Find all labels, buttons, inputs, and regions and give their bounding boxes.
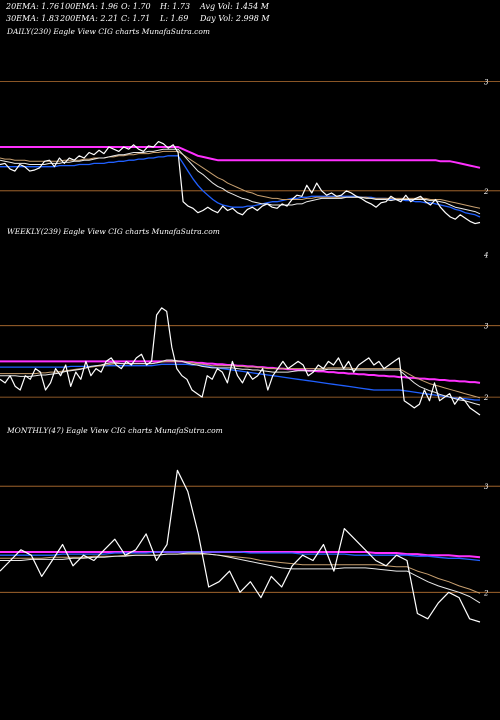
ema30-readout: 30EMA: 1.83 xyxy=(6,14,60,23)
y-tick-label: 2 xyxy=(483,394,489,402)
day-vol-readout: Day Vol: 2.998 M xyxy=(200,14,270,23)
monthly-chart: 32 xyxy=(0,469,500,623)
ema30-line xyxy=(0,553,481,594)
weekly-chart: 4 3 2 xyxy=(0,251,500,416)
ema200-line xyxy=(0,146,481,169)
monthly-panel-title: MONTHLY(47) Eagle View CIG charts Munafa… xyxy=(7,426,223,435)
ema20-line xyxy=(0,148,481,215)
daily-chart: 32 xyxy=(0,78,500,225)
weekly-panel-title: WEEKLY(239) Eagle View CIG charts Munafa… xyxy=(7,227,220,236)
price-line xyxy=(0,140,481,225)
low-readout: L: 1.69 xyxy=(160,14,189,23)
ema20-line xyxy=(0,359,481,406)
ema30-line xyxy=(0,150,481,209)
ema200-line xyxy=(0,360,481,384)
daily-panel-title: DAILY(230) Eagle View CIG charts MunafaS… xyxy=(7,27,211,36)
y-tick-label: 4 xyxy=(483,251,488,259)
high-readout: H: 1.73 xyxy=(160,2,191,11)
ema100-line xyxy=(0,363,480,401)
y-tick-label: 3 xyxy=(484,323,489,331)
close-readout: C: 1.71 xyxy=(121,14,151,23)
y-tick-label: 3 xyxy=(484,78,489,86)
y-tick-label: 3 xyxy=(484,483,489,491)
ema20-line xyxy=(0,552,481,604)
ema100-line xyxy=(0,551,481,562)
open-readout: O: 1.70 xyxy=(121,2,151,11)
ema100-line xyxy=(0,155,481,218)
y-tick-label: 2 xyxy=(483,589,489,597)
avg-vol-readout: Avg Vol: 1.454 M xyxy=(200,2,269,11)
ema200-readout: 200EMA: 2.21 xyxy=(60,14,119,23)
ema100-readout: 100EMA: 1.96 xyxy=(60,2,119,11)
ema20-readout: 20EMA: 1.76 xyxy=(6,2,60,11)
price-line xyxy=(0,469,481,623)
price-line xyxy=(0,307,481,416)
y-tick-label: 2 xyxy=(483,188,489,196)
